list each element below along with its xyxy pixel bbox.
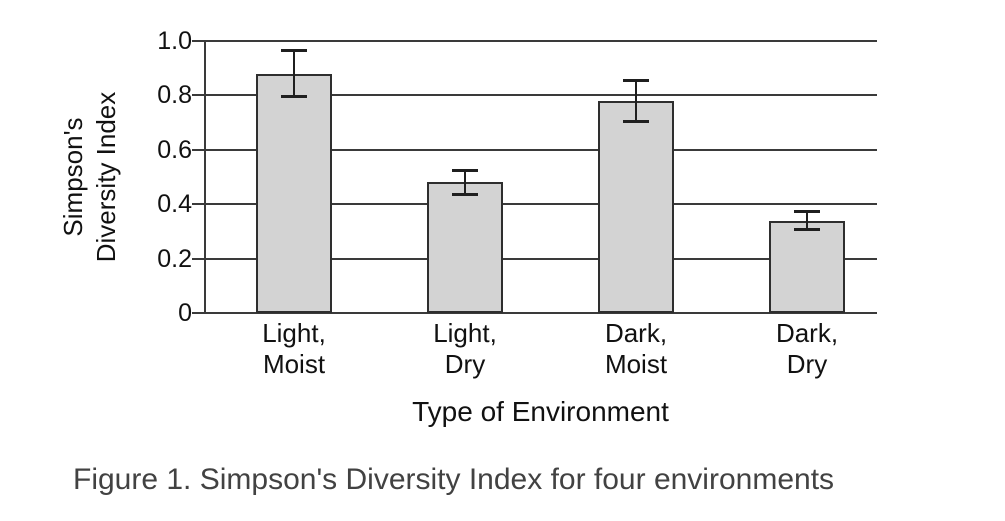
error-bar-cap [794,228,820,231]
y-tick-label: 0.2 [157,245,192,273]
bar-light-moist [256,74,332,313]
x-axis-line [192,312,877,314]
y-tick-label: 1.0 [157,27,192,55]
error-bar-cap [794,210,820,213]
figure-caption: Figure 1. Simpson's Diversity Index for … [73,463,835,496]
gridline [192,40,877,42]
category-label: Light, Dry [433,318,497,379]
error-bar-cap [623,120,649,123]
gridline [192,94,877,96]
x-axis-title: Type of Environment [412,396,669,427]
y-axis-title-line2: Diversity Index [91,91,121,263]
error-bar-stem [806,210,808,231]
error-bar-stem [464,169,466,196]
category-label: Dark, Dry [775,318,839,379]
bar-dark-moist [598,101,674,313]
y-tick-label: 0 [178,299,192,327]
error-bar-cap [452,193,478,196]
y-tick-label: 0.8 [157,81,192,109]
y-axis-title-line1: Simpson's [58,117,88,237]
error-bar-cap [281,95,307,98]
category-label: Dark, Moist [604,318,668,379]
y-axis-line [204,41,206,314]
error-bar-cap [623,79,649,82]
gridline [192,258,877,260]
y-axis-title: Simpson's Diversity Index [57,92,123,263]
error-bar-cap [452,169,478,172]
category-label: Light, Moist [262,318,326,379]
gridline [192,203,877,205]
error-bar-cap [281,49,307,52]
plot-area [192,40,877,314]
y-tick-label: 0.4 [157,190,192,218]
y-tick-label: 0.6 [157,136,192,164]
error-bar-stem [635,79,637,123]
gridline [192,149,877,151]
bar-dark-dry [769,221,845,313]
error-bar-stem [293,49,295,98]
bar-light-dry [427,182,503,313]
